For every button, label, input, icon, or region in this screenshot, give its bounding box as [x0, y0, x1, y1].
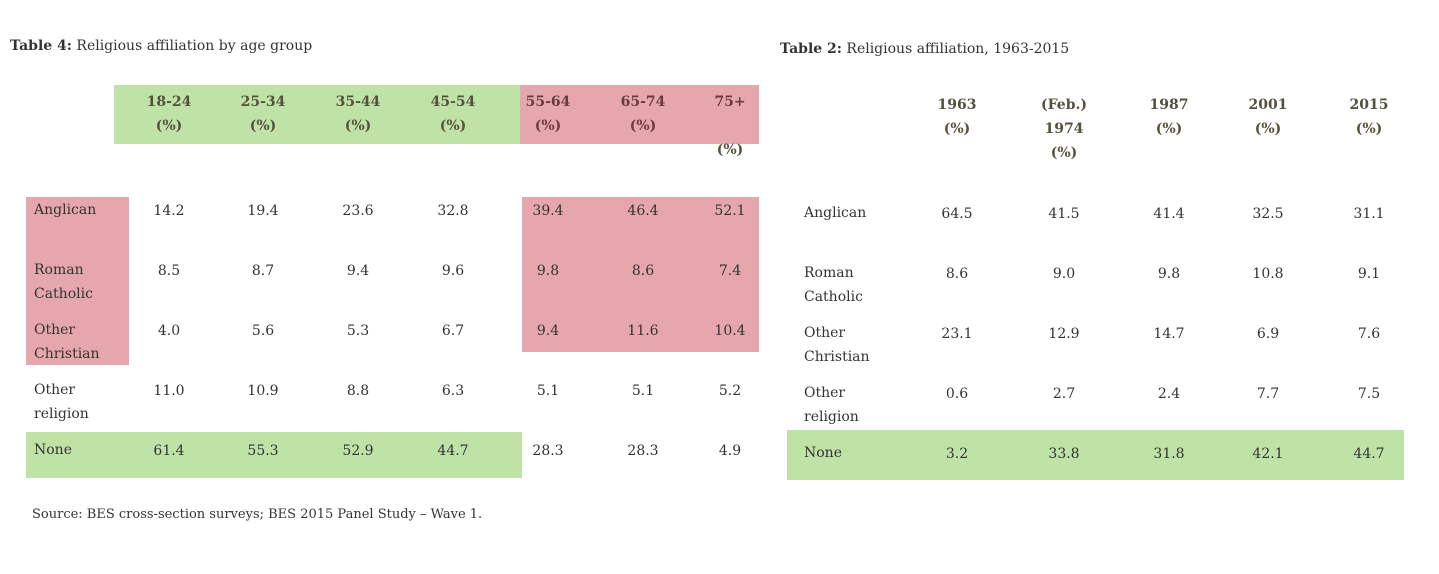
table4-cell: 46.4 [627, 203, 659, 219]
table4-header-highlight-old [520, 85, 759, 144]
table2-cell: 9.0 [1052, 266, 1076, 282]
table4-label-highlight [26, 197, 129, 365]
table2-cell: 23.1 [941, 326, 973, 342]
table4-row-label-none: None [34, 442, 72, 458]
table2-cell: 41.5 [1048, 206, 1080, 222]
table4-cell: 10.9 [247, 383, 279, 399]
table2-title-rest: Religious affiliation, 1963-2015 [841, 41, 1070, 57]
table4-cell: 5.1 [631, 383, 655, 399]
table4-cell: 52.9 [342, 443, 374, 459]
table2-cell: 31.1 [1353, 206, 1385, 222]
table4-header-col-7: 75+ [714, 94, 746, 110]
table4-cell: 9.6 [441, 263, 465, 279]
table4-cell: 10.4 [714, 323, 746, 339]
table4-cell: 9.4 [536, 323, 560, 339]
table2-cell: 7.7 [1256, 386, 1280, 402]
table2-title: Table 2: Religious affiliation, 1963-201… [780, 41, 1069, 57]
table4-cell: 44.7 [437, 443, 469, 459]
table2-cell: 9.8 [1157, 266, 1181, 282]
table4-cell: 39.4 [532, 203, 564, 219]
table4-source-note: Source: BES cross-section surveys; BES 2… [32, 507, 483, 522]
table2-row-label-none: None [804, 445, 842, 461]
table2-header-col-1: 1963 (%) [937, 97, 977, 137]
table4-header-col-2: 25-34 (%) [240, 94, 286, 134]
table4-cell: 14.2 [153, 203, 185, 219]
table4-header-col-6: 65-74 (%) [620, 94, 666, 134]
table4-cell: 5.6 [251, 323, 275, 339]
table4-row-label-anglican: Anglican [34, 202, 97, 218]
table4-title-rest: Religious affiliation by age group [71, 38, 313, 54]
table4-cells-highlight [522, 197, 759, 352]
table4-cell: 55.3 [247, 443, 279, 459]
table2-cell: 0.6 [945, 386, 969, 402]
table4-header-col-5: 55-64 (%) [525, 94, 571, 134]
table4-cell: 4.9 [718, 443, 742, 459]
table4-cell: 4.0 [157, 323, 181, 339]
table4-cell: 7.4 [718, 263, 742, 279]
table2-cell: 12.9 [1048, 326, 1080, 342]
table2-header-col-4: 2001 (%) [1248, 97, 1288, 137]
table4-cell: 28.3 [532, 443, 564, 459]
table2-cell: 2.4 [1157, 386, 1181, 402]
table2-title-bold: Table 2: [780, 41, 842, 57]
table2-none-row-highlight [787, 430, 1404, 480]
table2-header-col-5: 2015 (%) [1349, 97, 1389, 137]
table2-cell: 31.8 [1153, 446, 1185, 462]
table2-cell: 8.6 [945, 266, 969, 282]
table4-cell: 32.8 [437, 203, 469, 219]
table2-row-label-roman-catholic: Roman Catholic [804, 265, 863, 305]
table4-title: Table 4: Religious affiliation by age gr… [10, 38, 312, 54]
table2-row-label-other-religion: Other religion [804, 385, 859, 425]
table2-cell: 32.5 [1252, 206, 1284, 222]
table4-cell: 11.0 [153, 383, 185, 399]
table2-header-col-2: (Feb.) 1974 (%) [1041, 97, 1087, 161]
table4-cell: 6.3 [441, 383, 465, 399]
table4-header-highlight-young [114, 85, 520, 144]
table4-row-label-other-religion: Other religion [34, 382, 89, 422]
table2-row-label-anglican: Anglican [804, 205, 867, 221]
table4-cell: 9.8 [536, 263, 560, 279]
table4-cell: 5.3 [346, 323, 370, 339]
table4-cell: 19.4 [247, 203, 279, 219]
table2-cell: 9.1 [1357, 266, 1381, 282]
table4-title-bold: Table 4: [10, 38, 72, 54]
table2-header-col-3: 1987 (%) [1149, 97, 1189, 137]
table2-cell: 10.8 [1252, 266, 1284, 282]
table2-cell: 64.5 [941, 206, 973, 222]
table4-cell: 8.7 [251, 263, 275, 279]
table2-cell: 14.7 [1153, 326, 1185, 342]
table2-cell: 7.5 [1357, 386, 1381, 402]
table2-cell: 42.1 [1252, 446, 1284, 462]
table4-cell: 61.4 [153, 443, 185, 459]
table4-cell: 8.6 [631, 263, 655, 279]
table2-cell: 7.6 [1357, 326, 1381, 342]
table4-none-row-highlight [26, 432, 522, 478]
table4-cell: 8.8 [346, 383, 370, 399]
table4-cell: 52.1 [714, 203, 746, 219]
table4-header-col-1: 18-24 (%) [146, 94, 192, 134]
table2-cell: 3.2 [945, 446, 969, 462]
table4-cell: 23.6 [342, 203, 374, 219]
table4-header-col-7-unit: (%) [716, 142, 744, 158]
table4-cell: 11.6 [627, 323, 659, 339]
table4-cell: 9.4 [346, 263, 370, 279]
table4-header-col-4: 45-54 (%) [430, 94, 476, 134]
table2-cell: 6.9 [1256, 326, 1280, 342]
table2-cell: 2.7 [1052, 386, 1076, 402]
table4-cell: 5.2 [718, 383, 742, 399]
table2-cell: 33.8 [1048, 446, 1080, 462]
table2-row-label-other-christian: Other Christian [804, 325, 870, 365]
table4-cell: 6.7 [441, 323, 465, 339]
table4-row-label-other-christian: Other Christian [34, 322, 100, 362]
table4-cell: 8.5 [157, 263, 181, 279]
table4-cell: 28.3 [627, 443, 659, 459]
table4-row-label-roman-catholic: Roman Catholic [34, 262, 93, 302]
table2-cell: 44.7 [1353, 446, 1385, 462]
table4-cell: 5.1 [536, 383, 560, 399]
table4-header-col-3: 35-44 (%) [335, 94, 381, 134]
table2-cell: 41.4 [1153, 206, 1185, 222]
